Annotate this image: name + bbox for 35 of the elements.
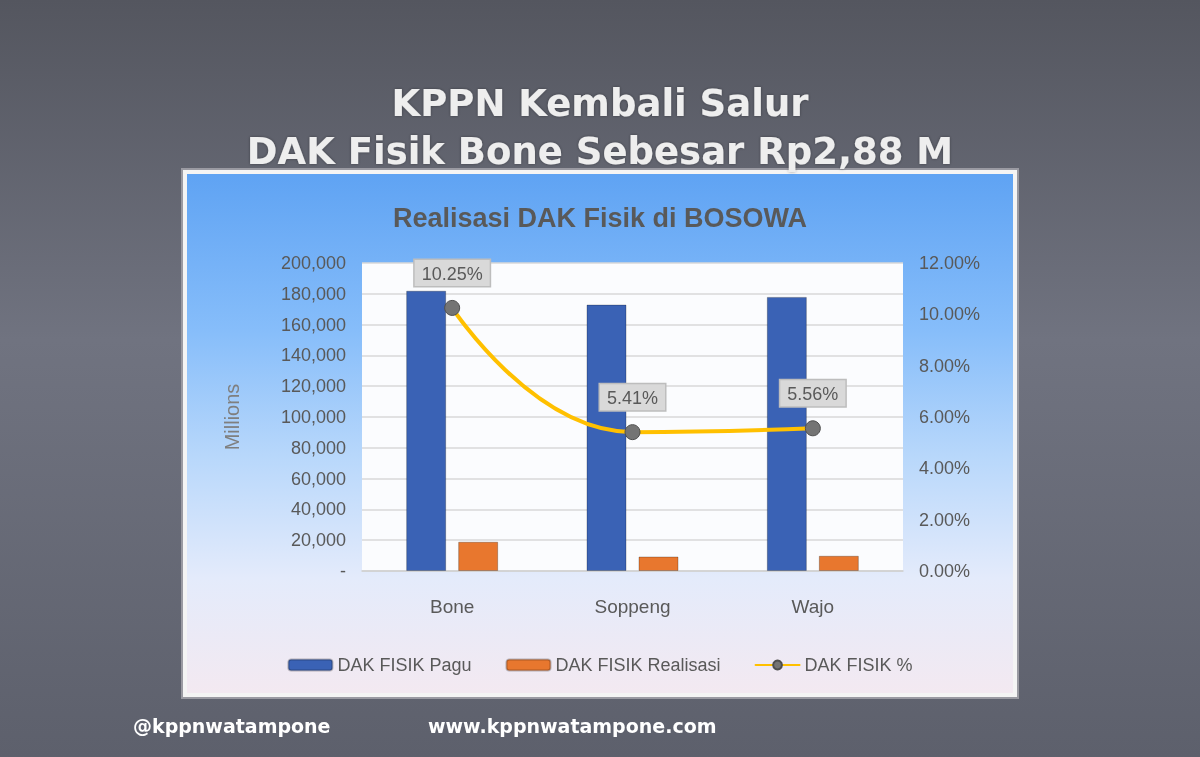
bar xyxy=(638,556,679,571)
y-tick-label: 80,000 xyxy=(290,437,346,458)
y-tick-label: 180,000 xyxy=(280,283,346,304)
y-tick-label: - xyxy=(340,561,346,581)
y-tick-label: 200,000 xyxy=(280,253,346,273)
y-tick-label: 100,000 xyxy=(280,407,346,427)
data-label: 5.56% xyxy=(787,384,839,405)
y2-tick-label: 12.00% xyxy=(919,253,981,273)
y-tick-label: 160,000 xyxy=(280,314,346,335)
x-tick-label: Bone xyxy=(429,596,475,617)
legend-label: DAK FISIK % xyxy=(804,655,913,675)
y2-tick-label: 6.00% xyxy=(919,407,971,427)
bar xyxy=(818,555,859,571)
y-tick-label: 20,000 xyxy=(290,530,346,551)
x-tick-label: Wajo xyxy=(791,596,835,617)
x-tick-label: Soppeng xyxy=(594,596,671,617)
y-tick-label: 40,000 xyxy=(290,499,346,520)
chart-title: KPPN Kembali Salur DAK Fisik Bone Sebesar Rp2,88 M xyxy=(246,81,954,173)
legend-label: DAK FISIK Realisasi xyxy=(555,655,721,675)
y2-tick-label: 8.00% xyxy=(919,355,971,376)
y2-tick-label: 4.00% xyxy=(919,458,971,479)
y2-tick-label: 2.00% xyxy=(919,509,971,530)
data-label: 10.25% xyxy=(421,263,483,284)
chart-subtitle: Realisasi DAK Fisik di BOSOWA xyxy=(392,202,808,233)
bar xyxy=(458,541,499,571)
y2-tick-label: 10.00% xyxy=(919,304,981,325)
y-tick-label: 60,000 xyxy=(290,468,346,489)
y-axis-title: Millions xyxy=(221,383,243,451)
legend-label: DAK FISIK Pagu xyxy=(337,655,472,675)
y2-tick-label: 0.00% xyxy=(919,561,971,581)
y-tick-label: 120,000 xyxy=(280,376,346,397)
y-tick-label: 140,000 xyxy=(280,345,346,366)
text: @kppnwatampone xyxy=(133,714,331,737)
text: www.kppnwatampone.com xyxy=(428,714,717,737)
data-label: 5.41% xyxy=(606,388,659,409)
